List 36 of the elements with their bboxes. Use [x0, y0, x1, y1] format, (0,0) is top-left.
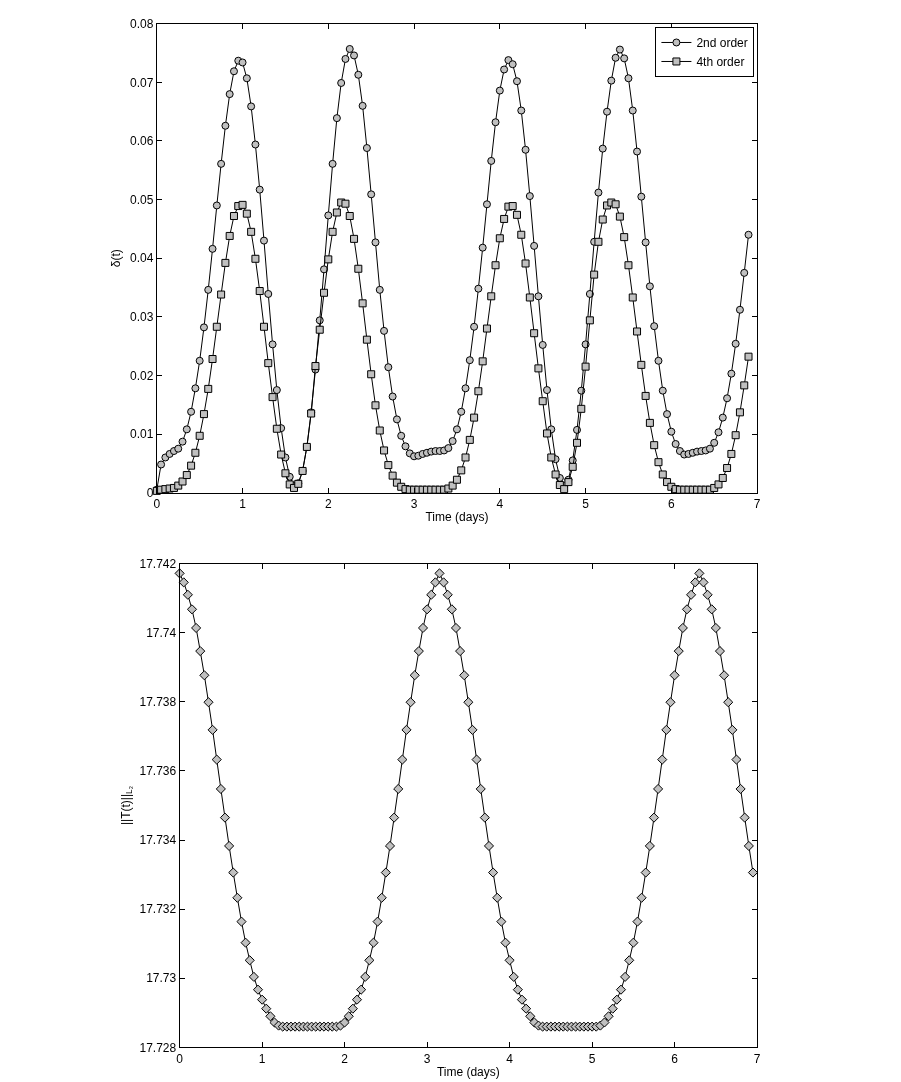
x-axis-title: Time (days) — [436, 1064, 500, 1079]
y-tick-label: 17.738 — [139, 695, 177, 710]
y-tick-label: 0.02 — [130, 368, 154, 383]
x-tick-label: 2 — [324, 497, 332, 512]
y-axis-title: δ(t) — [109, 249, 124, 268]
x-tick-label: 2 — [341, 1051, 349, 1066]
y-tick-label: 0.03 — [130, 310, 154, 325]
x-tick-label: 1 — [258, 1051, 266, 1066]
y-tick-label: 0.04 — [130, 251, 154, 266]
y-tick-label: 17.734 — [139, 833, 177, 848]
x-tick-label: 6 — [671, 1051, 679, 1066]
y-tick-label: 17.74 — [146, 625, 177, 640]
y-tick-label: 0.08 — [130, 16, 154, 31]
y-tick-label: 17.732 — [139, 902, 177, 917]
x-tick-label: 5 — [588, 1051, 596, 1066]
x-tick-label: 7 — [753, 497, 761, 512]
x-tick-label: 6 — [667, 497, 675, 512]
x-axis-title: Time (days) — [425, 509, 489, 524]
x-tick-label: 4 — [506, 1051, 514, 1066]
y-tick-label: 0.07 — [130, 75, 154, 90]
legend-label: 2nd order — [696, 36, 748, 51]
legend-label: 4th order — [696, 55, 745, 70]
y-tick-label: 0.01 — [130, 427, 154, 442]
y-tick-label: 0.06 — [130, 134, 154, 149]
y-tick-label: 17.728 — [139, 1040, 177, 1055]
x-tick-label: 5 — [582, 497, 590, 512]
x-tick-label: 3 — [423, 1051, 431, 1066]
y-tick-label: 17.73 — [146, 971, 177, 986]
y-tick-label: 0 — [146, 485, 154, 500]
x-tick-label: 7 — [753, 1051, 761, 1066]
x-tick-label: 4 — [496, 497, 504, 512]
y-tick-label: 17.736 — [139, 764, 177, 779]
x-tick-label: 1 — [239, 497, 247, 512]
y-tick-label: 17.742 — [139, 556, 177, 571]
x-tick-label: 3 — [410, 497, 418, 512]
y-tick-label: 0.05 — [130, 192, 154, 207]
